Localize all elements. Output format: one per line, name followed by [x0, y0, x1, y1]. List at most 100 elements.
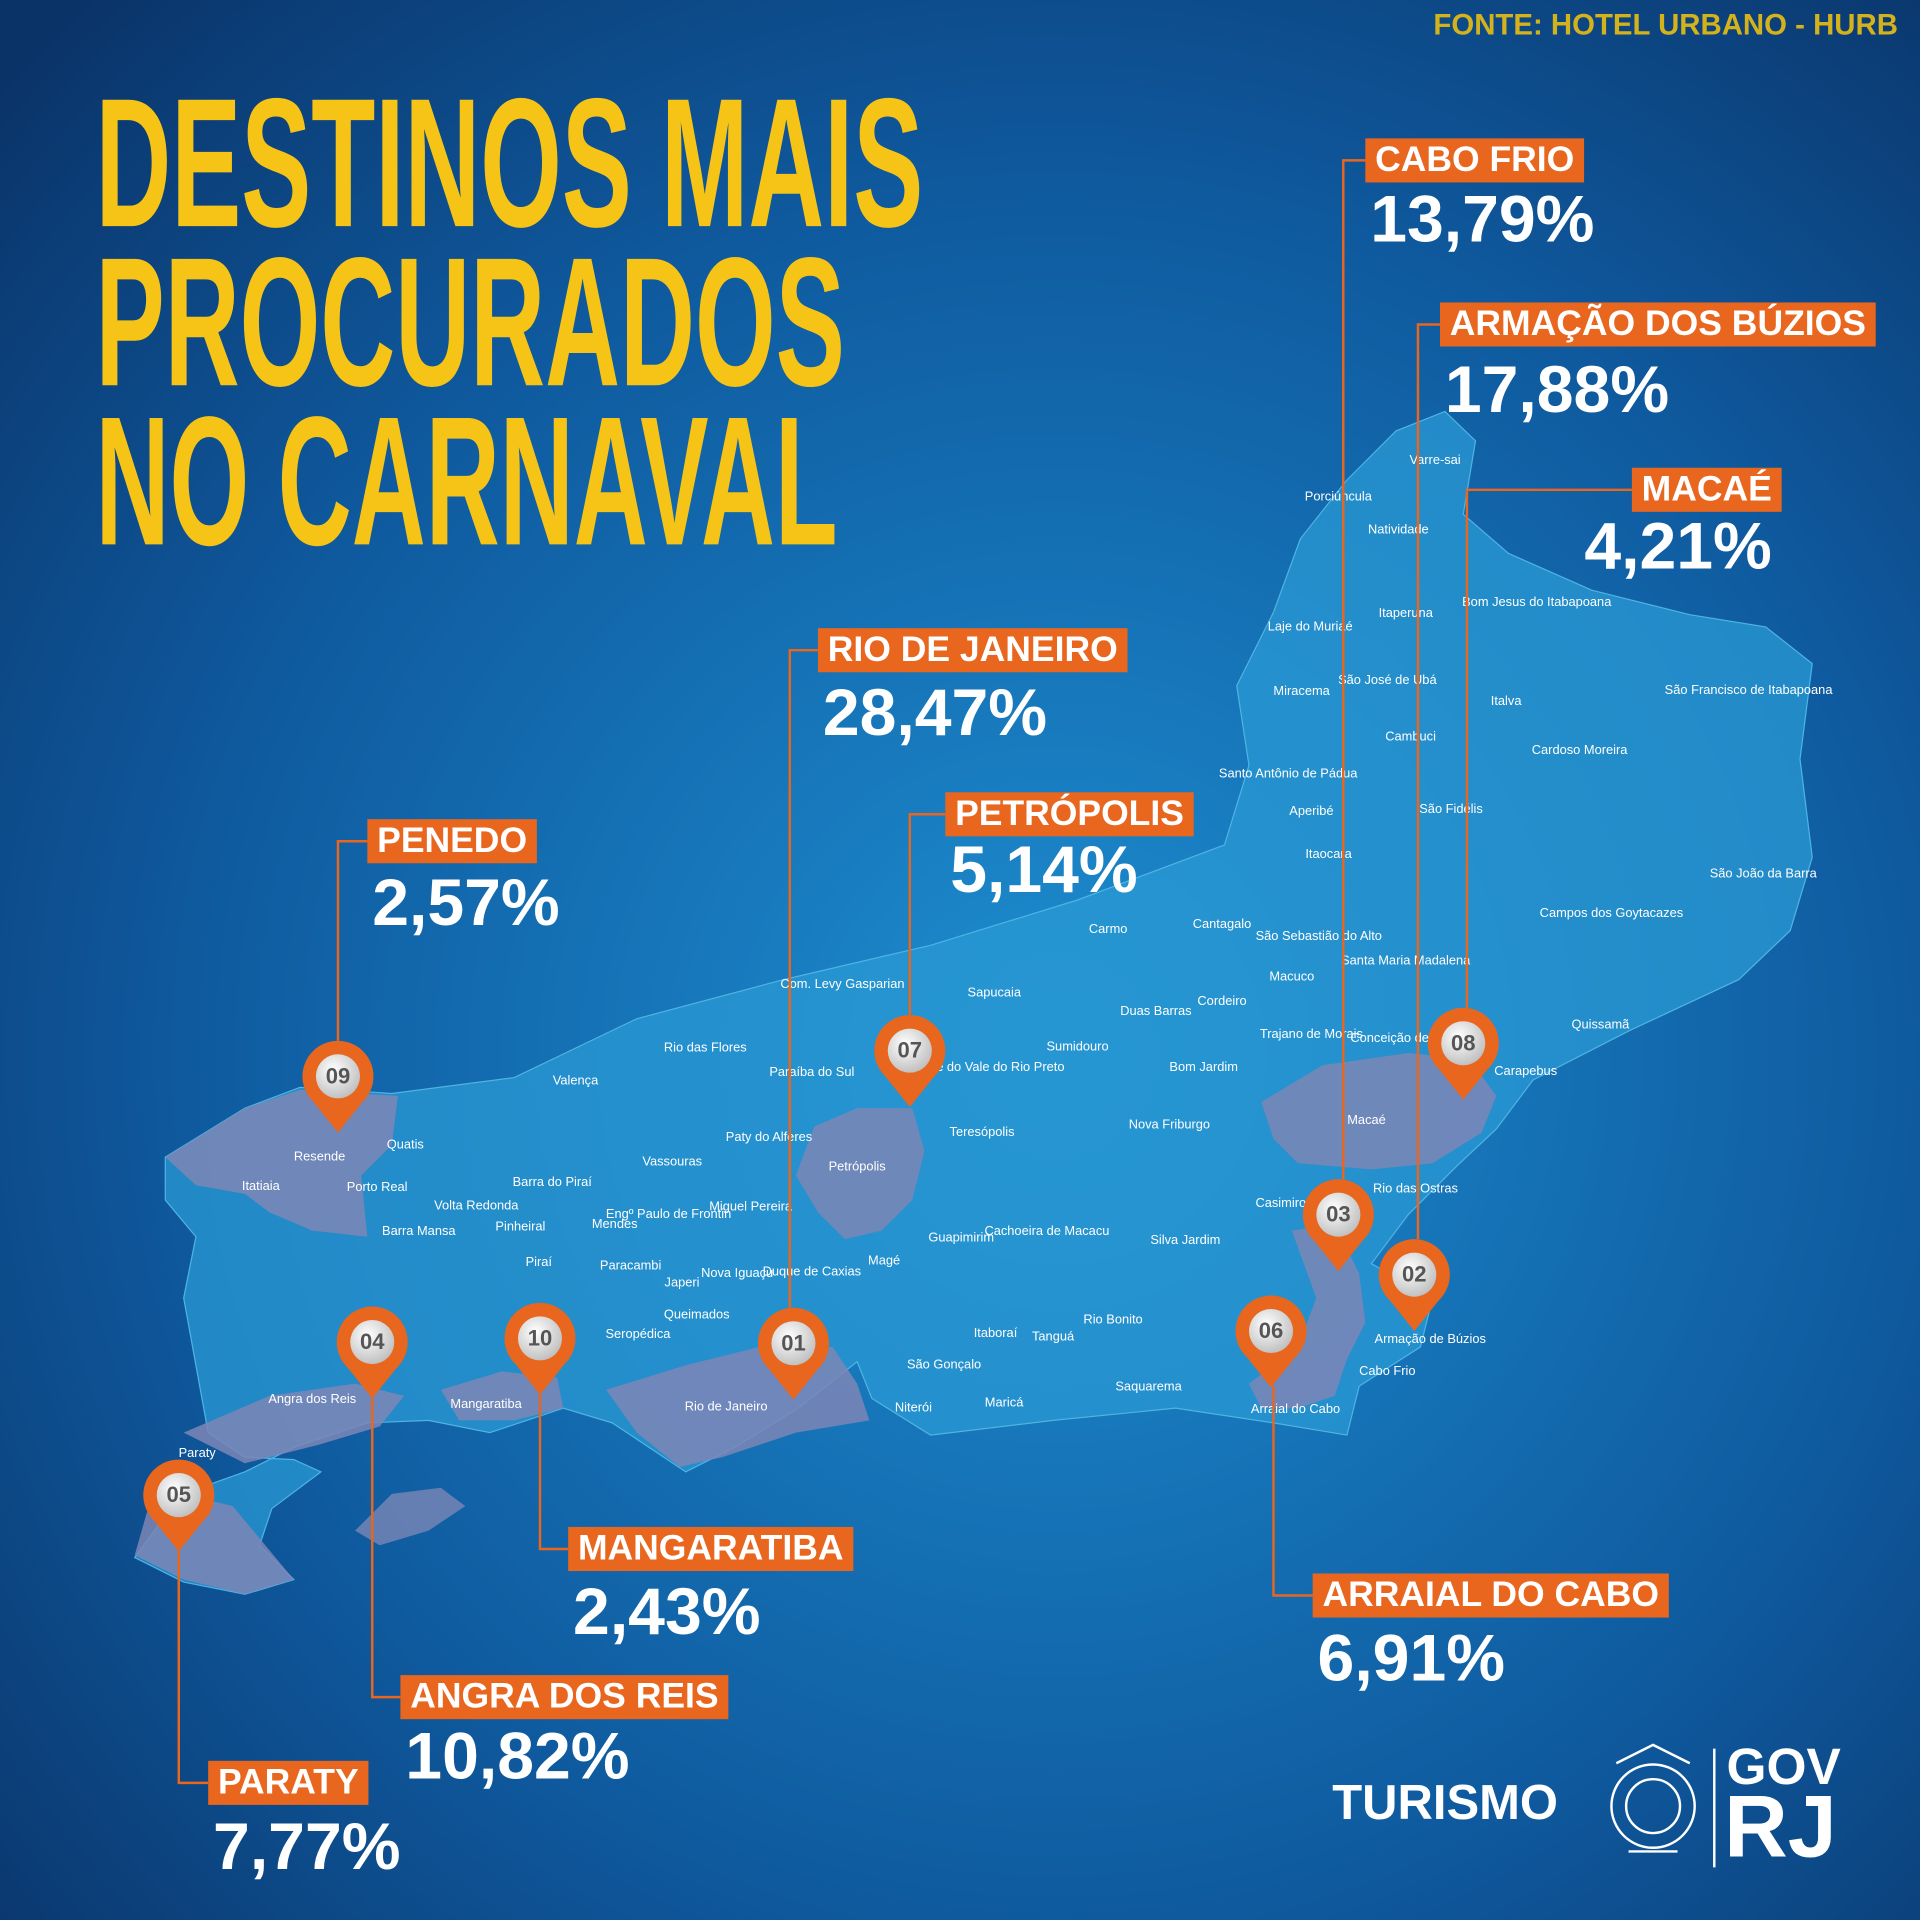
map-label: Cantagalo: [1193, 916, 1252, 931]
leader-line: [177, 1550, 209, 1785]
map-labels: Varre-sai Porciúncula Natividade Bom Jesus …: [179, 452, 1834, 1460]
pin: 05: [143, 1459, 215, 1552]
destination-share: 2,57%: [372, 866, 559, 940]
map-label: Magé: [868, 1253, 900, 1268]
map-label: Nova Friburgo: [1129, 1117, 1210, 1132]
emblem-detail: [1615, 1743, 1691, 1853]
map-label: Varre-sai: [1410, 452, 1461, 467]
destination-share: 5,14%: [950, 833, 1137, 907]
destination-share: 10,82%: [405, 1719, 629, 1793]
pin-knob: [887, 1028, 932, 1073]
leader-line: [1416, 323, 1440, 1240]
leader-line: [908, 813, 946, 1016]
gov: GOV: [1727, 1737, 1841, 1795]
leader-line: [336, 840, 368, 1041]
map-label: Rio Bonito: [1083, 1311, 1142, 1326]
map-label: São Sebastião do Alto: [1256, 928, 1382, 943]
map-label: Itatiaia: [242, 1178, 281, 1193]
pin-rank: 04: [360, 1329, 385, 1354]
pin-knob: [1248, 1308, 1294, 1354]
coat-of-arms: [1610, 1743, 1696, 1853]
destination-share: 28,47%: [823, 676, 1047, 750]
area-petropolis: [795, 1108, 925, 1240]
map-label: Santa Maria Madalena: [1341, 953, 1471, 968]
map-label: Paraty: [179, 1445, 217, 1460]
map-label: Cardoso Moreira: [1532, 742, 1629, 757]
leader-line: [1342, 159, 1366, 1180]
title-line: NO CARNAVAL: [96, 378, 838, 583]
destination-name: PARATY: [218, 1761, 359, 1801]
pin-rank: 03: [1326, 1202, 1351, 1227]
map-label: Armação de Búzios: [1375, 1331, 1486, 1346]
map-label: São Fidélis: [1419, 801, 1483, 816]
emblem-ring: [1610, 1763, 1696, 1849]
emblem-inner: [1624, 1777, 1682, 1835]
map-label: Italva: [1491, 693, 1523, 708]
destination-name: PENEDO: [377, 820, 527, 860]
pin-knob: [156, 1473, 201, 1518]
pin-knob: [517, 1316, 563, 1361]
pin-rank: 07: [898, 1038, 923, 1063]
map-label: Quatis: [387, 1136, 424, 1151]
map-label: Guapimirim: [928, 1229, 994, 1244]
map-label: Cachoeira de Macacu: [984, 1223, 1109, 1238]
destination: ARRAIAL DO CABO 6,91% 06: [1235, 1295, 1669, 1695]
name-box: [1631, 467, 1782, 512]
pin: 10: [504, 1302, 576, 1395]
map-label: Campos dos Goytacazes: [1540, 905, 1684, 920]
brand: TURISMO: [1332, 1776, 1558, 1830]
map-label: Paracambi: [600, 1258, 661, 1273]
pin-rank: 02: [1402, 1262, 1427, 1287]
map-label: Itaboraí: [974, 1325, 1018, 1340]
map-label: Itaocara: [1305, 846, 1352, 861]
map-label: Cambuci: [1385, 729, 1436, 744]
map-label: Engº Paulo de Frontin: [606, 1206, 731, 1221]
destination-name: ARRAIAL DO CABO: [1322, 1574, 1659, 1614]
destination-name: MACAÉ: [1642, 468, 1772, 508]
map-label: Miguel Pereira: [709, 1199, 793, 1214]
map-label: Sumidouro: [1046, 1038, 1108, 1053]
destination-name: PETRÓPOLIS: [955, 793, 1184, 833]
map-label: São José de Ubá: [1338, 672, 1437, 687]
map-label: Barra do Piraí: [513, 1174, 593, 1189]
map-label: Rio das Ostras: [1373, 1180, 1458, 1195]
pin-knob: [1392, 1252, 1437, 1297]
name-box: [568, 1526, 854, 1572]
map-label: Angra dos Reis: [268, 1391, 356, 1406]
map-label: Macaé: [1347, 1112, 1386, 1127]
pin: 06: [1235, 1295, 1307, 1388]
pin: 09: [302, 1040, 374, 1133]
map-label: Casimiro: [1255, 1195, 1306, 1210]
map-label: Sapucaia: [968, 984, 1022, 999]
map-label: Bom Jardim: [1169, 1059, 1238, 1074]
map-label: Teresópolis: [950, 1124, 1015, 1139]
map-label: Porto Real: [347, 1179, 408, 1194]
pin: 08: [1427, 1007, 1499, 1100]
destination-share: 6,91%: [1318, 1621, 1505, 1695]
map-label: Miracema: [1273, 683, 1330, 698]
pin: 02: [1378, 1239, 1450, 1332]
map-label: Rio das Flores: [664, 1040, 747, 1055]
leader-line: [371, 1397, 401, 1699]
map-label: Tanguá: [1032, 1329, 1075, 1344]
area-angra: [183, 1383, 405, 1464]
map-label: São João da Barra: [1710, 866, 1818, 881]
leader-line: [1465, 488, 1632, 1008]
name-box: [400, 1675, 729, 1720]
map-label: Valença: [553, 1073, 599, 1088]
map-label: Volta Redonda: [434, 1198, 519, 1213]
map-label: Silva Jardim: [1150, 1232, 1220, 1247]
destination-name: RIO DE JANEIRO: [828, 629, 1118, 669]
destination: ARMAÇÃO DOS BÚZIOS 17,88% 02: [1378, 302, 1876, 1332]
name-box: [1312, 1573, 1669, 1618]
map-label: Arraial do Cabo: [1251, 1401, 1340, 1416]
pin-knob: [315, 1054, 360, 1099]
area-macae: [1261, 1053, 1497, 1170]
pin-knob: [350, 1320, 395, 1365]
map-label: Natividade: [1368, 522, 1429, 537]
destination-name: ARMAÇÃO DOS BÚZIOS: [1450, 303, 1866, 343]
map-label: Resende: [294, 1149, 345, 1164]
pin: 07: [874, 1015, 946, 1107]
leader-line: [538, 1393, 569, 1551]
